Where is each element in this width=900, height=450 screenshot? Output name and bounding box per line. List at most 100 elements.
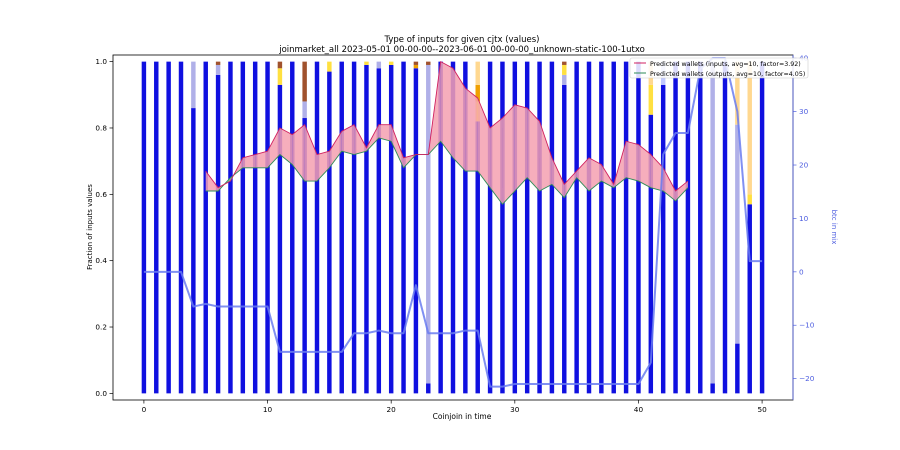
bar-segment-20-yellow (388, 61, 394, 65)
bar-segment-34-brown (562, 61, 567, 65)
fill-band-28 (551, 157, 565, 198)
bar-segment-49-peach (747, 61, 752, 195)
y2-tick-label-20: 20 (799, 161, 809, 170)
bar-segment-12-main (290, 61, 295, 394)
bar-segment-34-yellow (562, 64, 567, 75)
inputs-line (205, 61, 689, 192)
bar-segment-27-peach (475, 61, 480, 85)
y2-tick-label-0: 0 (799, 267, 804, 276)
bar-segment-44-main (685, 61, 691, 394)
fill-band-7 (292, 124, 305, 182)
bar-segment-31-main (524, 61, 530, 394)
bar-segment-11-main (277, 84, 283, 394)
x-tick-label-50: 50 (757, 405, 767, 414)
bar-segment-10-main (265, 61, 270, 394)
bar-segment-15-yellow (327, 61, 332, 72)
legend-inputs-label: Predicted wallets (inputs, avg=10, facto… (650, 61, 801, 68)
bar-segment-3-main (178, 61, 184, 394)
fill-band-27 (539, 121, 552, 192)
bar-segment-6-main (215, 74, 221, 394)
y2-tick-label-30: 30 (799, 107, 809, 116)
fill-band-4 (255, 151, 268, 168)
bar-segment-21-main (401, 61, 406, 394)
legend-box (629, 57, 809, 79)
fill-band-19 (440, 61, 453, 158)
bar-segment-23-main (426, 383, 431, 394)
fill-band-14 (378, 124, 392, 142)
fill-band-23 (490, 118, 503, 205)
chart-title: Type of inputs for given cjtx (values) (384, 35, 540, 45)
bar-segment-49-main (747, 204, 752, 394)
bar-segment-7-main (228, 61, 233, 394)
fill-band-11 (341, 124, 355, 155)
y-tick-label-0.8: 0.8 (95, 123, 107, 132)
y2-tick-label-10: 10 (799, 214, 809, 223)
bar-segment-13-main (302, 118, 307, 394)
legend: Predicted wallets (inputs, avg=10, facto… (629, 57, 809, 79)
bar-segment-47-main (722, 61, 728, 394)
bar-segment-19-main (376, 68, 382, 394)
bar-segment-17-main (351, 61, 357, 394)
x-axis-label: Coinjoin in time (433, 412, 492, 421)
fill-band-5 (267, 127, 280, 168)
bar-segment-18-main (364, 64, 369, 394)
bar-segment-24-main (438, 61, 443, 394)
bar-segment-37-main (599, 61, 604, 394)
bar-segment-42-main (660, 84, 666, 394)
fill-band-6 (279, 127, 293, 165)
bar-segment-13-brown (302, 61, 307, 102)
x-tick-label-30: 30 (510, 405, 520, 414)
bar-segment-49-yellow (747, 194, 752, 205)
btc-in-mix-line (143, 57, 763, 388)
bar-segment-22-main (413, 68, 419, 394)
y-tick-label-0: 0.0 (95, 389, 107, 398)
fill-band-0 (205, 171, 219, 192)
fill-band-9 (317, 151, 330, 182)
fill-band-35 (638, 144, 651, 188)
bar-segment-15-main (327, 71, 332, 394)
fill-band-38 (675, 181, 688, 201)
fill-band-25 (514, 104, 528, 192)
x-tick-label-0: 0 (142, 405, 147, 414)
y-tick-label-0.4: 0.4 (95, 256, 107, 265)
bar-segment-11-yellow (277, 68, 283, 85)
axes-layer: 0 10 20 30 40 50 0.0 0.2 0.4 0.6 0.8 1.0 −20 −10 0 10 20… (95, 54, 814, 414)
bar-segment-8-main (240, 61, 246, 394)
x-tick-label-10: 10 (263, 405, 273, 414)
bar-segment-16-main (339, 61, 344, 394)
bar-segment-26-main (463, 61, 468, 394)
bar-segment-46-light (710, 61, 715, 384)
bar-segment-40-main (636, 61, 641, 394)
bar-segment-27-main (475, 121, 480, 394)
fill-band-29 (564, 171, 577, 198)
bar-segment-14-main (314, 61, 320, 394)
bar-segment-48-main (735, 343, 740, 394)
bar-segment-32-main (537, 61, 542, 394)
fill-band-26 (527, 108, 540, 192)
y2-tick-label--20: −20 (799, 374, 815, 383)
fill-band-8 (304, 124, 317, 182)
bar-segment-38-main (611, 61, 616, 394)
bar-segment-34-light (562, 74, 567, 85)
y-tick-label-1: 1.0 (95, 57, 107, 66)
bar-segment-28-main (487, 61, 493, 394)
bar-segment-50-main (759, 61, 765, 394)
fill-band-12 (354, 124, 367, 155)
bars-layer (141, 61, 765, 394)
bar-segment-48-light (735, 124, 740, 344)
bar-segment-20-main (388, 64, 394, 394)
bar-segment-5-main (203, 61, 208, 394)
bar-segment-4-light (191, 61, 196, 109)
bar-segment-43-main (673, 61, 678, 394)
bar-segment-6-brown (215, 61, 221, 65)
bar-segment-39-main (623, 61, 629, 394)
bar-segment-34-main (562, 84, 567, 394)
y-tick-label-0.2: 0.2 (95, 323, 107, 332)
fill-band-36 (650, 154, 664, 192)
bar-segment-45-main (698, 61, 703, 394)
bar-segment-36-main (586, 61, 592, 394)
fill-band-10 (329, 131, 342, 168)
bar-segment-13-light (302, 101, 307, 119)
bar-segment-2-main (166, 61, 171, 394)
bar-segment-1-main (154, 61, 159, 394)
